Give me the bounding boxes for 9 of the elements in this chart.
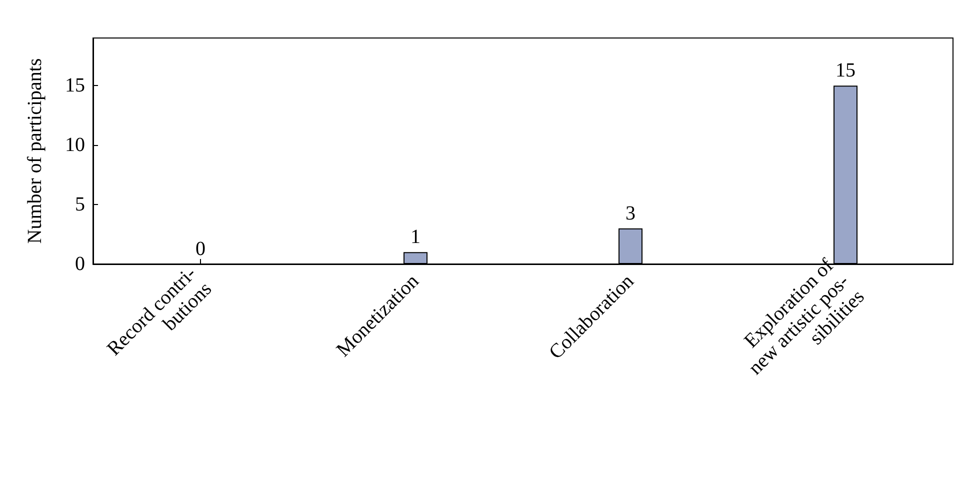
data-label: 0 [196,238,206,260]
y-tick-label: 10 [65,134,85,156]
y-tick-label: 15 [65,74,85,97]
data-label: 3 [626,202,636,224]
data-label: 15 [836,60,856,82]
y-tick-label: 5 [75,194,85,216]
data-label: 1 [410,226,420,248]
y-tick-label: 0 [75,253,85,275]
y-axis-title: Number of participants [24,58,46,244]
